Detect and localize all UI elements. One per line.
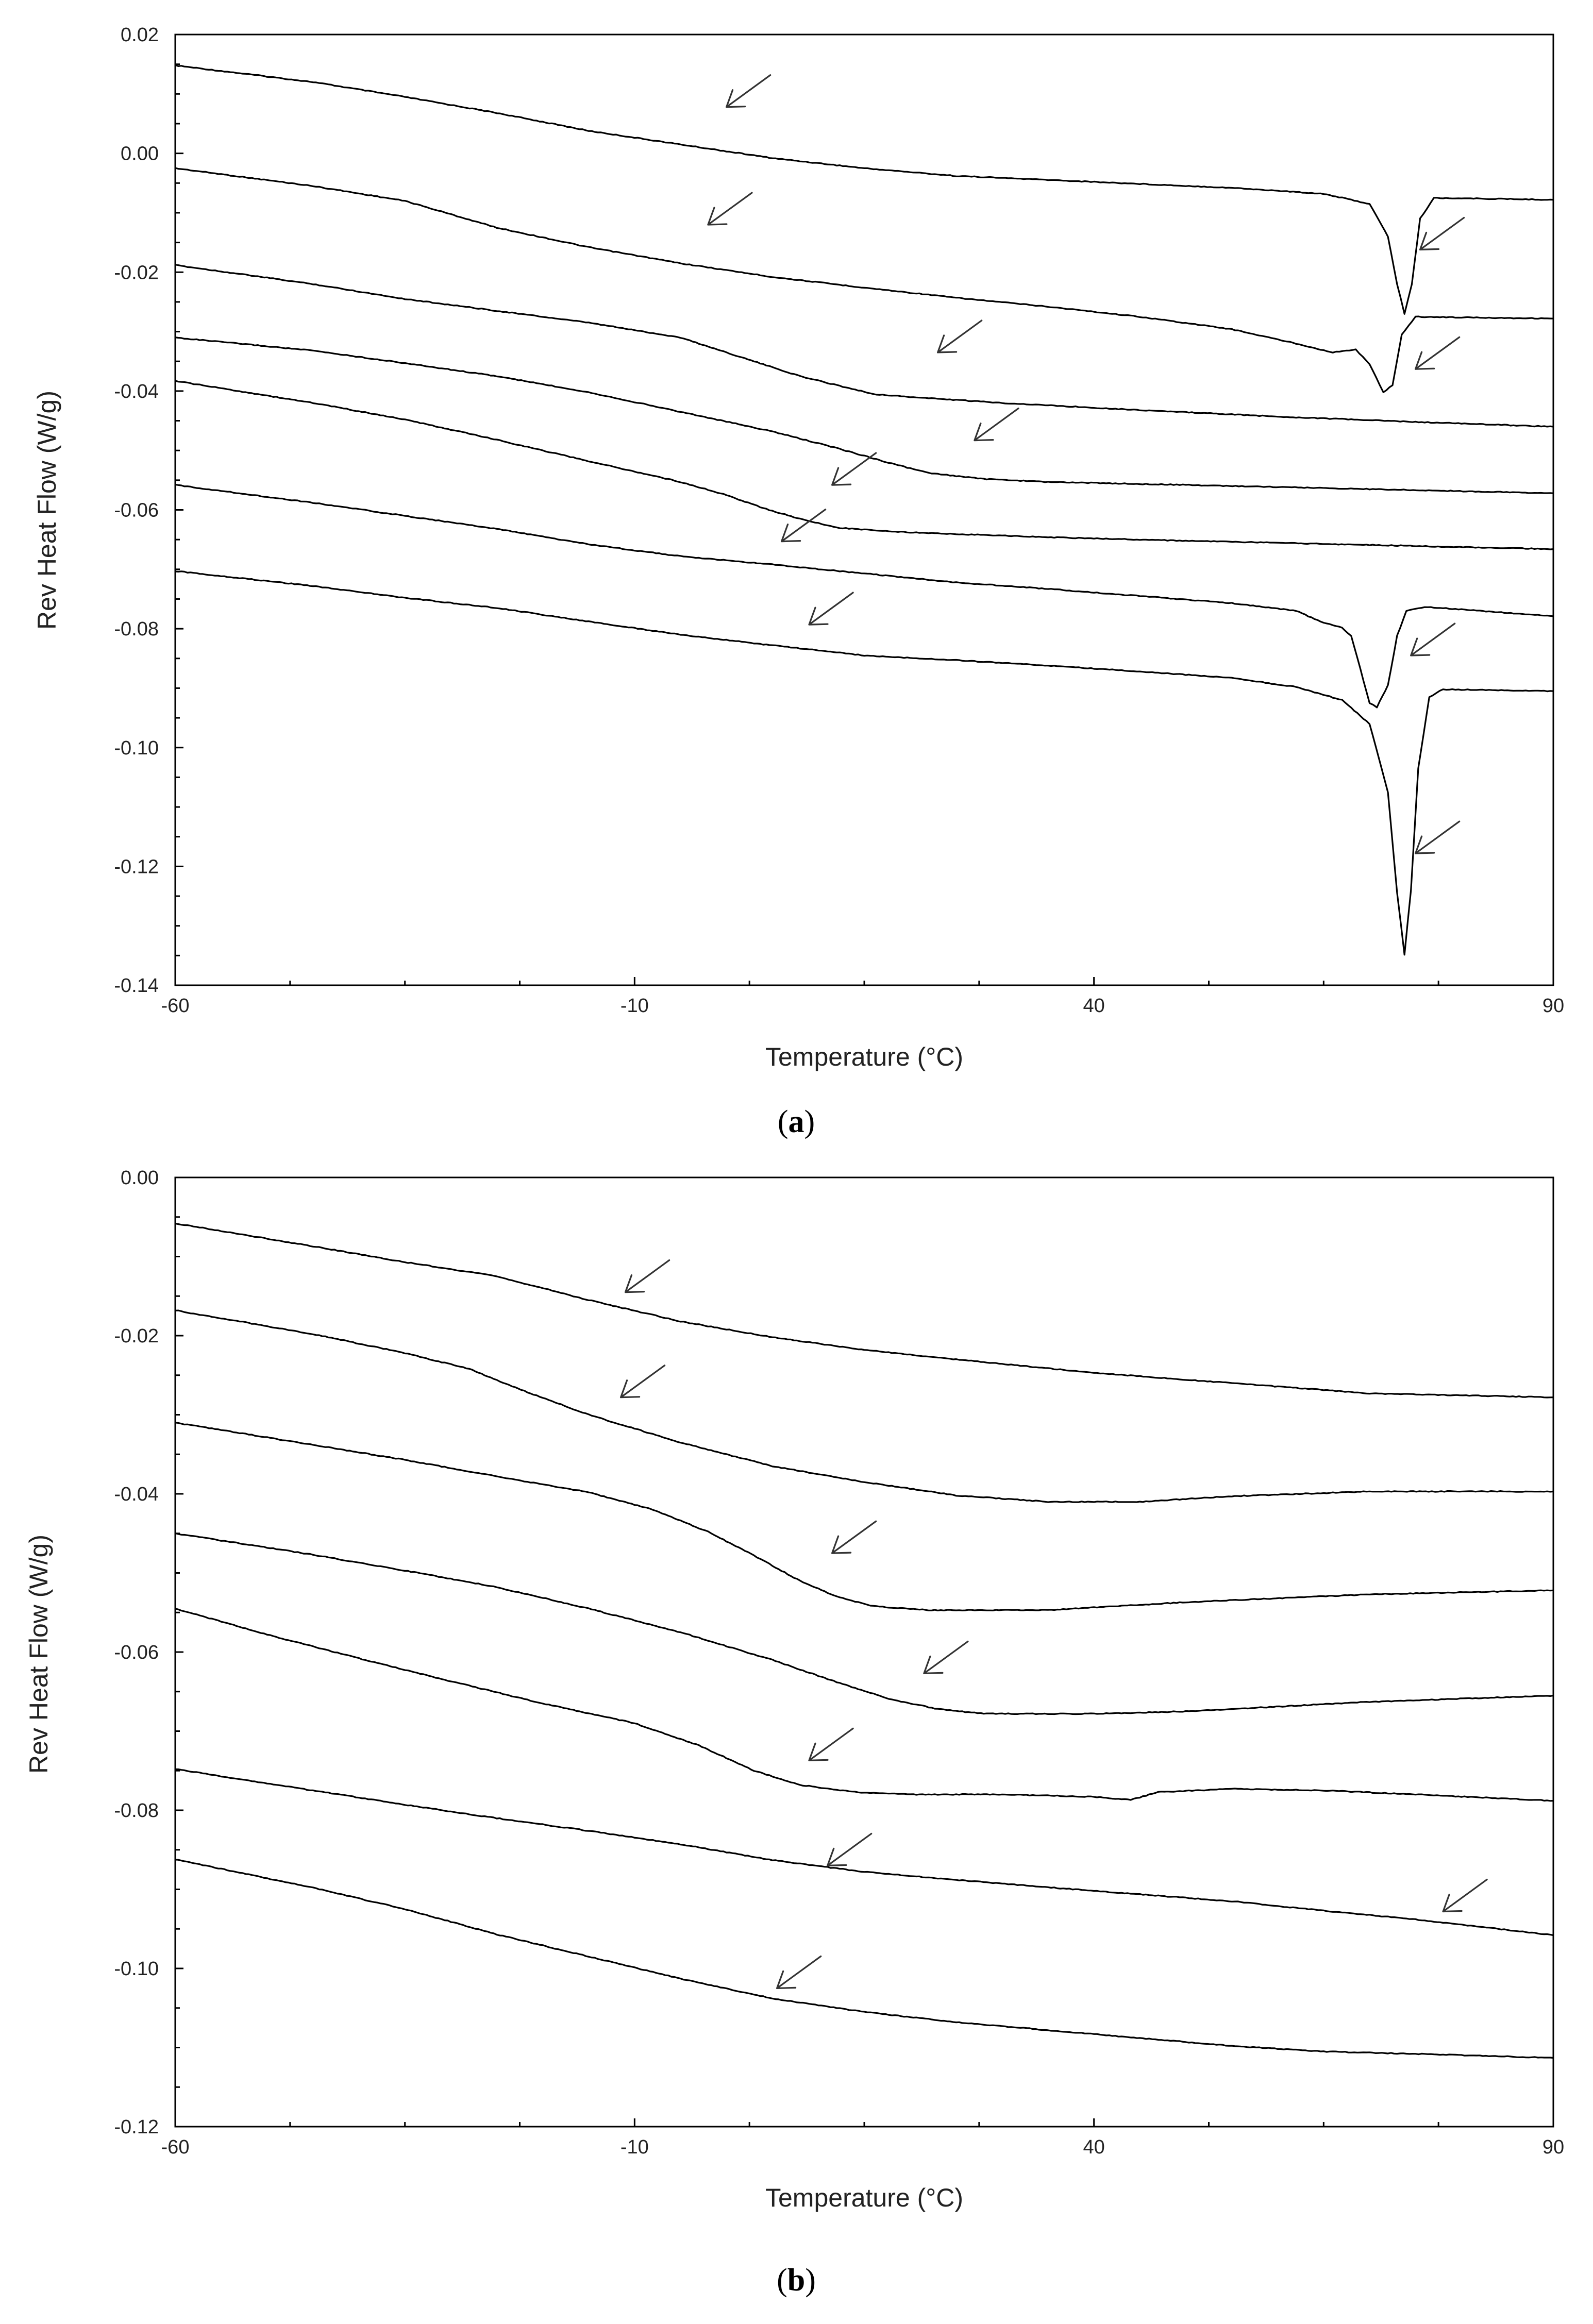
arrow-annotation-a-6	[781, 509, 827, 543]
y-tick-label-b: -0.04	[114, 1484, 159, 1505]
series-group-a	[175, 64, 1554, 956]
series-line-a-7	[175, 570, 1554, 956]
arrow-annotation-b-7	[1442, 1878, 1488, 1913]
arrow-annotation-b-6	[827, 1832, 873, 1866]
y-tick-label-a: 0.02	[121, 24, 159, 46]
arrow-annotation-a-4	[974, 408, 1019, 442]
x-tick-labels-b: -60 -10 40 90	[161, 2136, 1565, 2158]
x-tick-label-a: -10	[621, 995, 649, 1017]
y-tick-label-a: -0.14	[114, 975, 159, 997]
x-tick-labels-a: -60 -10 40 90	[161, 995, 1565, 1017]
tick-marks-b	[174, 1176, 1554, 2128]
x-tick-label-b: -10	[621, 2136, 649, 2158]
y-tick-label-a: -0.04	[114, 381, 159, 402]
arrow-annotation-a-11	[1415, 820, 1461, 854]
y-tick-label-a: -0.02	[114, 262, 159, 283]
y-axis-title-b: Rev Heat Flow (W/g)	[24, 1535, 53, 1774]
arrow-annotation-b-1	[624, 1259, 670, 1293]
y-tick-label-b: -0.06	[114, 1642, 159, 1663]
series-line-b-3	[175, 1422, 1554, 1611]
arrow-annotation-b-8	[776, 1955, 822, 1989]
plot-frame-b	[174, 1176, 1554, 2128]
series-line-b-2	[175, 1309, 1554, 1503]
y-tick-label-a: -0.10	[114, 737, 159, 759]
panel-letter-a: a	[789, 1104, 804, 1139]
series-line-a-2	[175, 167, 1554, 393]
y-tick-label-b: -0.10	[114, 1958, 159, 1980]
y-tick-label-a: -0.08	[114, 618, 159, 640]
x-tick-label-b: -60	[161, 2136, 190, 2158]
x-axis-title-b: Temperature (°C)	[765, 2183, 963, 2212]
x-tick-label-a: -60	[161, 995, 190, 1017]
x-tick-label-a: 90	[1542, 995, 1564, 1017]
series-group-b	[175, 1222, 1554, 2059]
series-line-b-1	[175, 1222, 1554, 1399]
series-line-b-5	[175, 1608, 1554, 1802]
y-tick-label-b: -0.02	[114, 1325, 159, 1347]
y-tick-label-b: -0.12	[114, 2116, 159, 2138]
panel-label-a: (a)	[778, 1104, 815, 1139]
arrow-annotation-a-7	[808, 592, 854, 626]
arrow-group-a	[707, 74, 1465, 854]
arrow-annotation-b-2	[620, 1365, 666, 1399]
series-line-a-5	[175, 380, 1554, 550]
y-tick-label-b: 0.00	[121, 1167, 159, 1189]
series-line-a-1	[175, 64, 1554, 315]
x-tick-label-b: 40	[1083, 2136, 1105, 2158]
arrow-annotation-b-4	[923, 1640, 969, 1674]
arrow-annotation-a-5	[831, 452, 877, 486]
chart-panel-b: 0.00 -0.02 -0.04 -0.06 -0.08 -0.10 -0.12 -60 -1…	[24, 1167, 1564, 2298]
chart-panel-a: 0.02 0.00 -0.02 -0.04 -0.06 -0.08 -0.10 -0.12 -0…	[32, 24, 1564, 1139]
x-axis-title-a: Temperature (°C)	[765, 1042, 963, 1071]
arrow-annotation-a-8	[1419, 216, 1465, 250]
panel-label-b: (b)	[777, 2263, 816, 2298]
plot-frame-a	[174, 33, 1554, 986]
y-tick-label-a: 0.00	[121, 143, 159, 165]
y-axis-title-a: Rev Heat Flow (W/g)	[32, 391, 61, 630]
panel-letter-b: b	[787, 2263, 805, 2298]
series-line-b-4	[175, 1532, 1554, 1715]
series-line-a-6	[175, 483, 1554, 709]
arrow-annotation-a-9	[1415, 336, 1461, 370]
series-line-a-3	[175, 264, 1554, 428]
y-tick-labels-a: 0.02 0.00 -0.02 -0.04 -0.06 -0.08 -0.10 -0.12 -0…	[114, 24, 159, 997]
arrow-annotation-a-10	[1410, 622, 1456, 656]
y-tick-labels-b: 0.00 -0.02 -0.04 -0.06 -0.08 -0.10 -0.12	[114, 1167, 159, 2138]
arrow-annotation-b-5	[808, 1727, 854, 1761]
tick-marks-a	[174, 33, 1554, 986]
arrow-annotation-b-3	[831, 1520, 877, 1554]
series-line-a-4	[175, 336, 1554, 494]
x-tick-label-b: 90	[1542, 2136, 1564, 2158]
arrow-annotation-a-2	[707, 192, 753, 226]
arrow-group-b	[620, 1259, 1488, 1989]
y-tick-label-a: -0.12	[114, 856, 159, 878]
y-tick-label-b: -0.08	[114, 1800, 159, 1822]
series-line-b-7	[175, 1859, 1554, 2059]
series-line-b-6	[175, 1768, 1554, 1936]
x-tick-label-a: 40	[1083, 995, 1105, 1017]
y-tick-label-a: -0.06	[114, 500, 159, 521]
arrow-annotation-a-1	[726, 74, 772, 108]
arrow-annotation-a-3	[937, 319, 983, 353]
